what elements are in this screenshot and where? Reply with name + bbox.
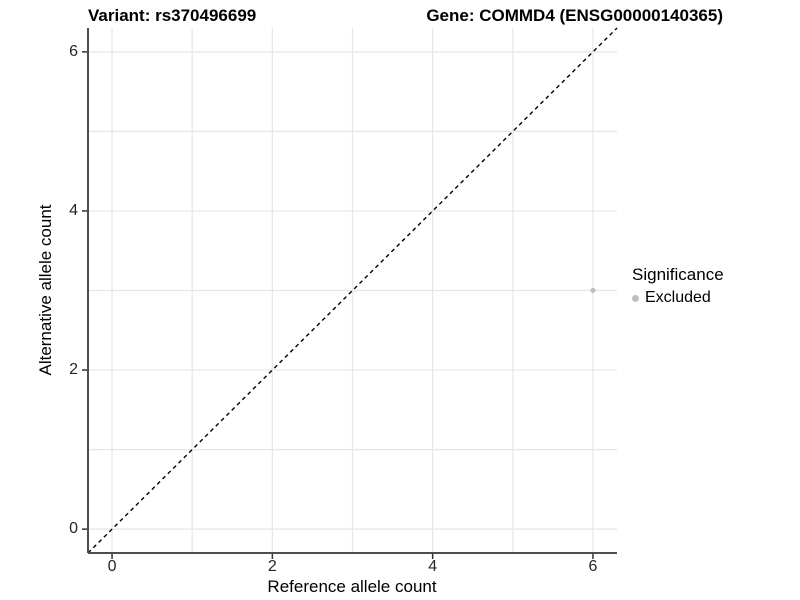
y-tick-label: 6 xyxy=(69,42,78,60)
legend: Significance Excluded xyxy=(632,265,724,307)
legend-item-excluded: Excluded xyxy=(632,289,724,307)
legend-item-label: Excluded xyxy=(645,289,711,306)
plot-title-variant: Variant: rs370496699 xyxy=(88,6,257,25)
data-point xyxy=(590,288,596,293)
scatter-chart xyxy=(82,27,618,559)
x-tick-label: 2 xyxy=(267,558,277,575)
legend-items: Excluded xyxy=(632,289,724,307)
plot-panel xyxy=(82,27,618,559)
x-tick-label: 6 xyxy=(588,558,598,575)
x-tick-label: 0 xyxy=(107,558,117,575)
x-tick-label: 4 xyxy=(428,558,438,575)
legend-key-dot xyxy=(632,294,639,302)
y-tick-label: 0 xyxy=(69,520,78,538)
y-axis-label: Alternative allele count xyxy=(36,204,55,376)
y-tick-label: 2 xyxy=(69,361,78,379)
plot-title-gene: Gene: COMMD4 (ENSG00000140365) xyxy=(426,6,723,25)
y-tick-label: 4 xyxy=(69,201,78,219)
legend-title: Significance xyxy=(632,265,724,284)
x-axis-label: Reference allele count xyxy=(267,577,437,596)
